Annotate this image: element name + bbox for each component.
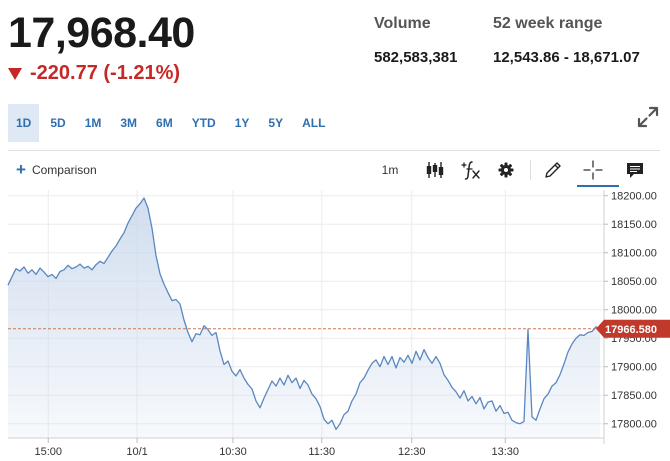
y-tick-label: 18050.00 — [611, 276, 657, 288]
plus-icon: + — [16, 160, 26, 179]
study-fx-icon — [461, 161, 480, 180]
y-tick-label: 17900.00 — [611, 362, 657, 374]
crosshair-icon — [583, 160, 603, 180]
comment-icon — [627, 163, 643, 178]
range-tab-all[interactable]: ALL — [302, 116, 326, 130]
range-value: 12,543.86 - 18,671.07 — [493, 49, 640, 66]
chart-type-button[interactable] — [424, 158, 446, 182]
x-tick-label: 15:00 — [34, 446, 62, 458]
volume-value: 582,583,381 — [374, 49, 458, 66]
crosshair-button[interactable] — [582, 158, 604, 182]
range-tab-3m[interactable]: 3M — [120, 116, 138, 130]
comparison-label: Comparison — [31, 163, 97, 177]
quote-price: 17,968.40 — [8, 9, 195, 57]
time-range-tabs: 1D 5D 1M 3M 6M YTD 1Y 5Y ALL — [8, 104, 336, 142]
header-divider — [8, 150, 660, 151]
y-tick-label: 18200.00 — [611, 191, 657, 203]
range-stat: 52 week range 12,543.86 - 18,671.07 — [493, 14, 640, 68]
toolbar-separator — [530, 160, 531, 180]
crosshair-active-underline — [577, 185, 619, 187]
range-tab-5d[interactable]: 5D — [50, 116, 66, 130]
y-tick-label: 17850.00 — [611, 390, 657, 402]
comment-button[interactable] — [624, 158, 646, 182]
last-price-label: 17966.580 — [605, 324, 657, 336]
range-tab-5y[interactable]: 5Y — [268, 116, 284, 130]
x-tick-label: 12:30 — [398, 446, 426, 458]
y-tick-label: 18150.00 — [611, 219, 657, 231]
candlestick-icon — [426, 162, 444, 178]
gear-icon — [498, 162, 514, 178]
quote-change-value: -220.77 (-1.21%) — [30, 62, 181, 84]
y-tick-label: 18000.00 — [611, 305, 657, 317]
volume-label: Volume — [374, 15, 431, 32]
range-tab-ytd[interactable]: YTD — [191, 116, 216, 130]
x-tick-label: 10:30 — [219, 446, 247, 458]
expand-chart-button[interactable] — [636, 105, 660, 129]
range-tab-1m[interactable]: 1M — [84, 116, 102, 130]
volume-stat: Volume 582,583,381 — [374, 14, 457, 68]
studies-button[interactable] — [459, 158, 481, 182]
interval-selector[interactable]: 1m — [381, 163, 399, 177]
range-tab-6m[interactable]: 6M — [156, 116, 173, 130]
x-tick-label: 10/1 — [126, 446, 147, 458]
expand-icon — [637, 106, 659, 128]
quote-change: -220.77 (-1.21%) — [8, 60, 180, 86]
range-tab-1y[interactable]: 1Y — [234, 116, 250, 130]
settings-button[interactable] — [496, 158, 516, 182]
price-chart-svg: 18200.00 18150.00 18100.00 18050.00 18000.00… — [7, 190, 670, 458]
y-tick-label: 17800.00 — [611, 419, 657, 431]
x-tick-label: 11:30 — [308, 446, 335, 458]
draw-button[interactable] — [542, 158, 564, 182]
down-triangle-icon — [8, 68, 22, 80]
range-tab-1d[interactable]: 1D — [8, 104, 40, 142]
price-area-fill — [8, 198, 600, 438]
price-chart[interactable]: 18200.00 18150.00 18100.00 18050.00 18000.00… — [0, 190, 670, 461]
y-tick-label: 18100.00 — [611, 248, 657, 260]
x-tick-label: 13:30 — [492, 446, 520, 458]
pencil-icon — [545, 162, 561, 178]
price-line — [7, 197, 601, 431]
range-label: 52 week range — [493, 15, 603, 32]
last-price-badge — [596, 319, 670, 338]
comparison-button[interactable]: + Comparison — [16, 160, 97, 179]
